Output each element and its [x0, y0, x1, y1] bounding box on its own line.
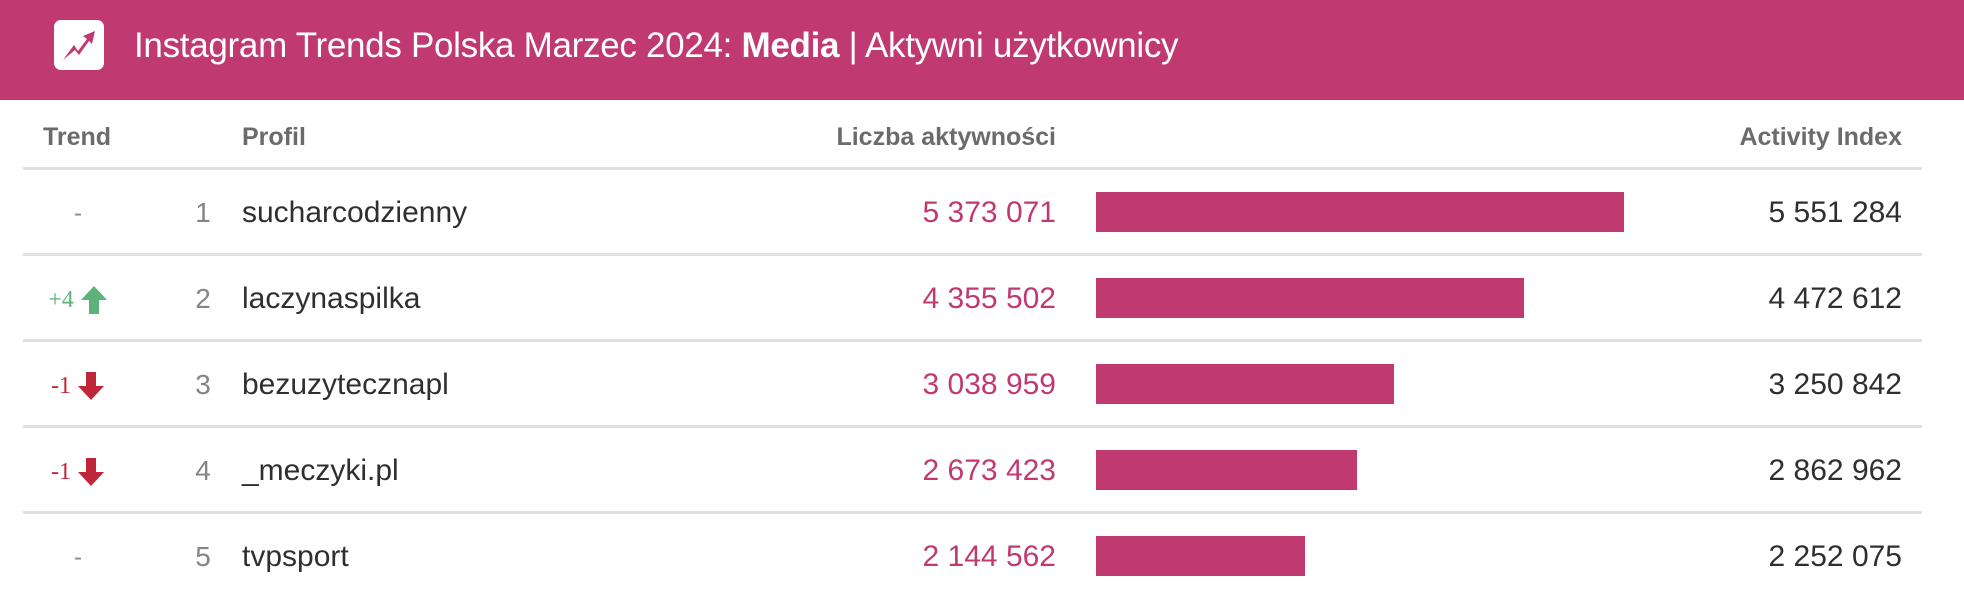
trend-value: -	[74, 543, 82, 571]
trend-cell: -1	[23, 342, 133, 428]
profile-name: tvpsport	[242, 540, 349, 573]
activity-index: 2 252 075	[1768, 540, 1902, 573]
table-row: -1 3 bezuzytecznapl 3 038 959 3 250 842	[23, 342, 1922, 428]
trend-value: -1	[51, 373, 71, 400]
activity-bar	[1096, 450, 1357, 490]
title-category: Media	[741, 26, 840, 65]
table-row: - 5 tvpsport 2 144 562 2 252 075	[23, 514, 1922, 594]
profile-name: bezuzytecznapl	[242, 368, 449, 401]
activity-index: 2 862 962	[1768, 454, 1902, 487]
activity-bar	[1096, 192, 1624, 232]
title-suffix: | Aktywni użytkownicy	[839, 26, 1179, 65]
rank: 2	[195, 283, 211, 314]
activity-count: 5 373 071	[922, 196, 1056, 229]
table-row: - 1 sucharcodzienny 5 373 071 5 551 284	[23, 170, 1922, 256]
profile-name: _meczyki.pl	[242, 454, 399, 487]
trend-value: -1	[51, 459, 71, 486]
activity-index: 5 551 284	[1768, 196, 1902, 229]
arrow-down-icon	[78, 458, 104, 487]
column-header-activity-index: Activity Index	[1739, 123, 1902, 151]
activity-count: 3 038 959	[922, 368, 1056, 401]
trend-cell: -1	[23, 428, 133, 514]
title-prefix: Instagram Trends Polska Marzec 2024:	[134, 26, 742, 65]
arrow-up-icon	[80, 286, 107, 315]
rank: 3	[195, 369, 211, 400]
trending-up-icon	[54, 20, 104, 70]
page-title: Instagram Trends Polska Marzec 2024: Med…	[134, 24, 1179, 68]
trend-value: -	[74, 199, 82, 227]
column-header-profil: Profil	[242, 123, 306, 151]
rank: 4	[195, 455, 211, 486]
trend-cell: -	[23, 514, 133, 594]
table-header: Trend Profil Liczba aktywności Activity …	[23, 100, 1922, 170]
table-row: -1 4 _meczyki.pl 2 673 423 2 862 962	[23, 428, 1922, 514]
activity-count: 2 144 562	[922, 540, 1056, 573]
trend-value: +4	[48, 287, 74, 314]
profile-name: sucharcodzienny	[242, 196, 468, 229]
column-header-liczba-aktywnosci: Liczba aktywności	[836, 123, 1056, 151]
arrow-down-icon	[78, 372, 104, 401]
activity-bar	[1096, 278, 1524, 318]
activity-index: 3 250 842	[1768, 368, 1902, 401]
table-row: +4 2 laczynaspilka 4 355 502 4 472 612	[23, 256, 1922, 342]
activity-bar	[1096, 364, 1394, 404]
activity-bar	[1096, 536, 1305, 576]
activity-index: 4 472 612	[1768, 282, 1902, 315]
activity-count: 4 355 502	[922, 282, 1056, 315]
trend-cell: -	[23, 170, 133, 256]
activity-count: 2 673 423	[922, 454, 1056, 487]
profile-name: laczynaspilka	[242, 282, 421, 315]
trend-cell: +4	[23, 256, 133, 342]
rank: 1	[195, 197, 211, 228]
rank: 5	[195, 541, 211, 572]
column-header-trend: Trend	[43, 123, 112, 151]
page-header: Instagram Trends Polska Marzec 2024: Med…	[0, 0, 1964, 100]
